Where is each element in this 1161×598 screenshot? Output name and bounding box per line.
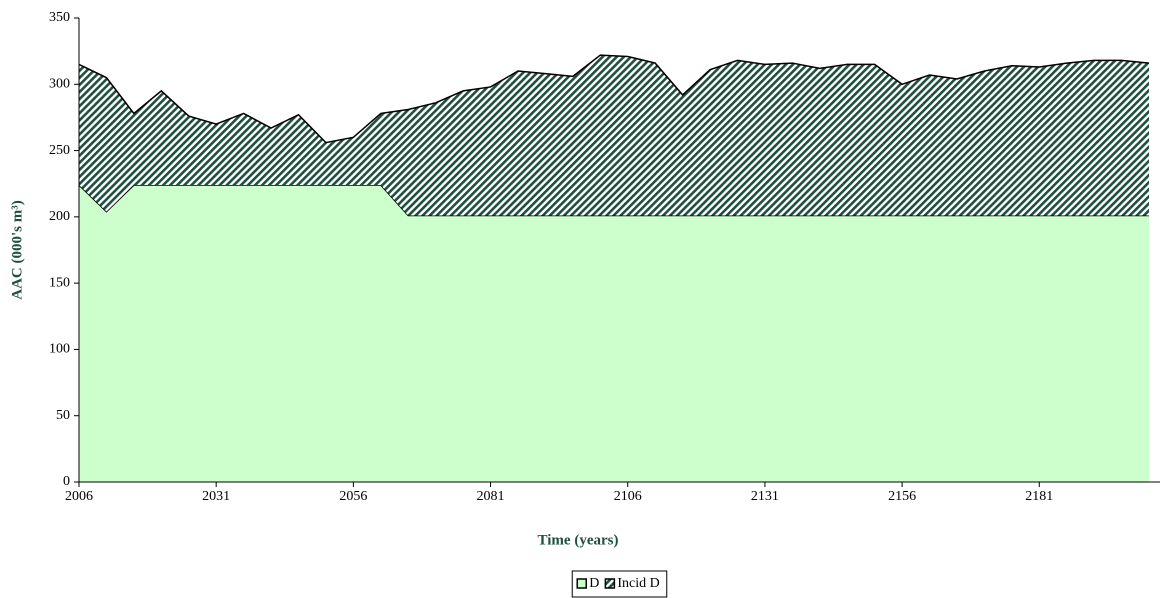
area-outline (78, 54, 1150, 144)
legend-swatch (576, 578, 587, 589)
x-tick-label: 2031 (202, 489, 230, 504)
y-tick-label: 0 (63, 474, 70, 489)
legend-label: Incid D (617, 576, 659, 591)
x-axis-title: Time (years) (538, 532, 619, 548)
area-fill (79, 185, 1150, 483)
x-tick-label: 2156 (888, 489, 916, 504)
x-tick-label: 2131 (751, 489, 779, 504)
x-tick-label: 2106 (614, 489, 642, 504)
area-fill (79, 55, 1150, 216)
y-tick-label: 300 (49, 77, 70, 92)
y-tick-label: 200 (49, 209, 70, 224)
y-tick-label: 250 (49, 143, 70, 158)
legend: D Incid D (571, 570, 668, 598)
y-tick-label: 100 (49, 342, 70, 357)
legend-label: D (589, 576, 599, 591)
legend-swatch (604, 578, 616, 589)
x-tick-label: 2081 (477, 489, 505, 504)
y-tick-label: 150 (49, 275, 70, 290)
x-tick-label: 2056 (339, 489, 367, 504)
y-axis-title: AAC (000's m³) (9, 200, 25, 300)
x-tick-label: 2006 (65, 489, 93, 504)
legend-box (571, 570, 668, 598)
y-tick-label: 350 (49, 10, 70, 25)
y-tick-label: 50 (56, 408, 70, 423)
x-tick-label: 2181 (1025, 489, 1053, 504)
